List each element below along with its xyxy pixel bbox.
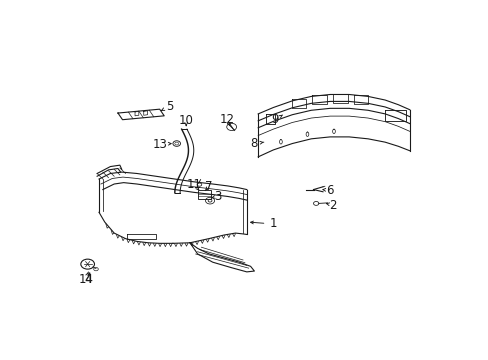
Text: 9: 9 bbox=[271, 113, 279, 126]
Text: 13: 13 bbox=[153, 138, 167, 150]
Text: 10: 10 bbox=[179, 114, 193, 127]
Text: 6: 6 bbox=[326, 184, 333, 197]
Text: 12: 12 bbox=[219, 113, 234, 126]
Bar bbox=[197, 190, 211, 199]
Text: 8: 8 bbox=[250, 137, 258, 150]
Text: 4: 4 bbox=[84, 273, 92, 286]
Text: 1: 1 bbox=[269, 217, 277, 230]
Text: 14: 14 bbox=[78, 273, 93, 286]
Text: 7: 7 bbox=[205, 180, 212, 193]
Text: 11: 11 bbox=[186, 178, 201, 191]
Text: 2: 2 bbox=[329, 199, 336, 212]
Text: 5: 5 bbox=[166, 100, 174, 113]
Text: 3: 3 bbox=[214, 190, 221, 203]
